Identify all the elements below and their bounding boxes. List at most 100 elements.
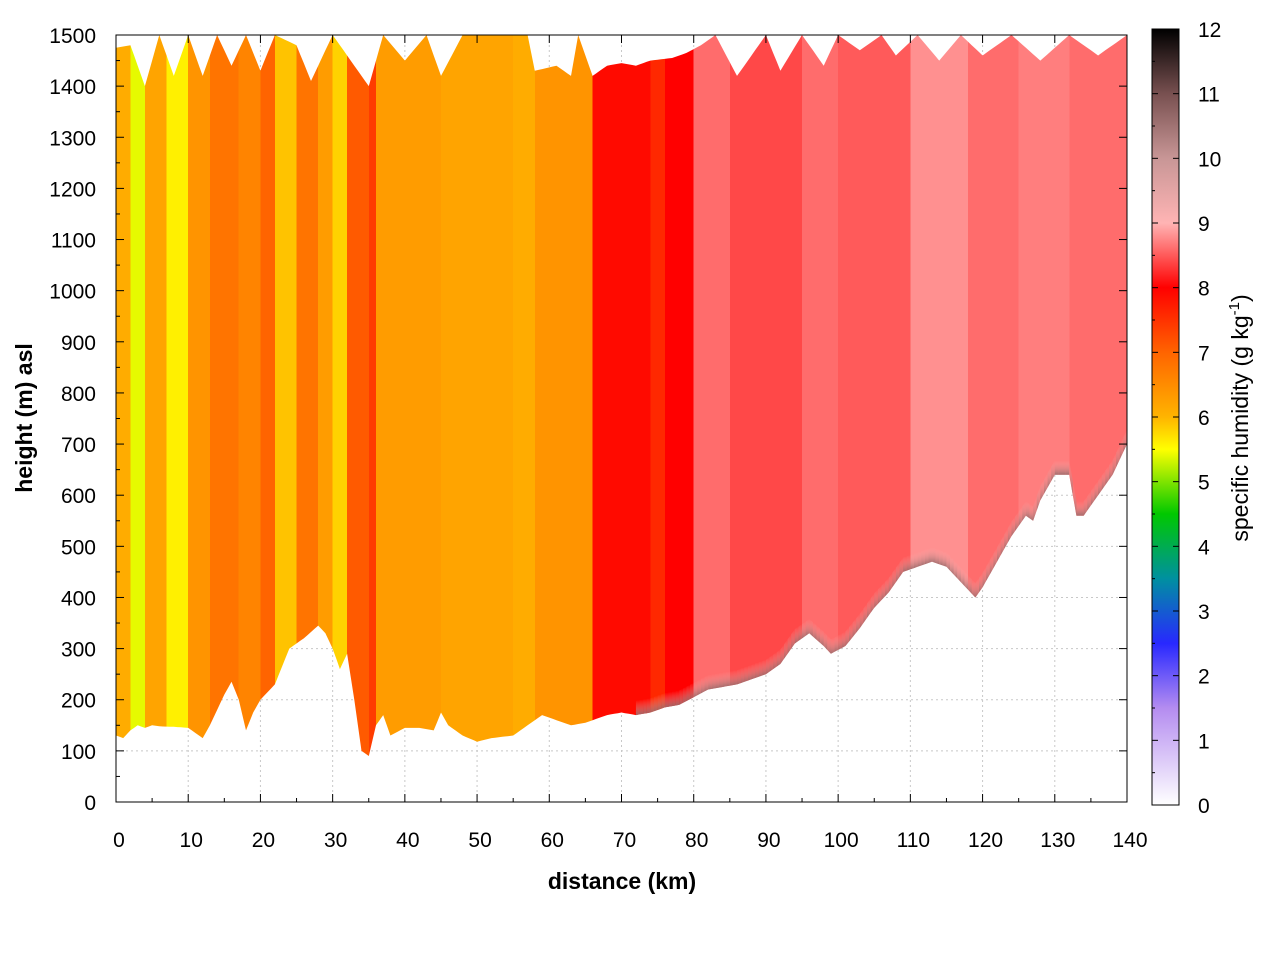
y-tick-label: 300 xyxy=(61,639,96,662)
y-tick-label: 1400 xyxy=(49,76,96,99)
near-ground-layer xyxy=(682,686,687,703)
near-ground-layer xyxy=(1101,470,1106,491)
colorbar-tick-label: 8 xyxy=(1198,278,1210,301)
near-ground-layer xyxy=(787,634,792,654)
near-ground-layer xyxy=(1112,452,1117,475)
near-ground-layer xyxy=(899,557,904,578)
near-ground-layer xyxy=(773,652,777,670)
near-ground-layer xyxy=(697,679,701,696)
near-ground-layer xyxy=(895,562,900,583)
near-ground-layer xyxy=(1123,429,1127,452)
x-tick-label: 100 xyxy=(824,829,859,852)
near-ground-layer xyxy=(653,695,658,712)
colorbar-tick-label: 12 xyxy=(1198,19,1221,42)
near-ground-layer xyxy=(1007,521,1012,543)
near-ground-layer xyxy=(791,629,795,649)
x-tick-label: 30 xyxy=(324,829,347,852)
x-tick-label: 130 xyxy=(1040,829,1075,852)
near-ground-layer xyxy=(664,692,669,708)
near-ground-layer xyxy=(1105,465,1109,485)
y-tick-label: 1200 xyxy=(49,178,96,201)
near-ground-layer xyxy=(1040,479,1044,501)
near-ground-layer xyxy=(906,555,911,571)
near-ground-layer xyxy=(816,625,821,643)
near-ground-layer xyxy=(971,579,976,598)
y-tick-label: 500 xyxy=(61,536,96,559)
near-ground-layer xyxy=(639,699,644,715)
near-ground-layer xyxy=(1090,485,1095,506)
near-ground-layer xyxy=(964,571,969,590)
near-ground-layer xyxy=(765,657,770,675)
near-ground-layer xyxy=(841,631,846,648)
colorbar-tick-label: 10 xyxy=(1198,148,1221,171)
near-ground-layer xyxy=(957,563,961,583)
near-ground-layer xyxy=(1051,460,1055,482)
near-ground-layer xyxy=(823,631,828,650)
y-tick-label: 900 xyxy=(61,332,96,355)
near-ground-layer xyxy=(1000,534,1005,556)
colorbar-tick-label: 11 xyxy=(1198,84,1220,107)
near-ground-layer xyxy=(1080,501,1084,516)
y-tick-label: 1300 xyxy=(49,127,96,150)
near-ground-layer xyxy=(1011,516,1016,537)
near-ground-layer xyxy=(1119,437,1124,460)
near-ground-layer xyxy=(1062,460,1066,475)
y-tick-label: 0 xyxy=(84,792,96,815)
near-ground-layer xyxy=(989,553,994,575)
near-ground-layer xyxy=(913,552,918,569)
x-axis-ticks: 0 10 20 30 40 50 60 70 80 90 100 110 120 130 140 xyxy=(113,35,1148,852)
y-tick-label: 100 xyxy=(61,741,96,764)
near-ground-layer xyxy=(693,680,698,698)
x-tick-label: 90 xyxy=(757,829,780,852)
near-ground-layer xyxy=(1108,460,1113,480)
near-ground-layer xyxy=(679,688,683,705)
near-ground-layer xyxy=(928,547,933,563)
near-ground-layer xyxy=(1025,501,1030,519)
near-ground-layer xyxy=(910,553,914,570)
near-ground-layer xyxy=(932,547,936,563)
near-ground-layer xyxy=(935,548,940,565)
near-ground-layer xyxy=(942,551,947,567)
near-ground-layer xyxy=(661,693,665,709)
near-ground-layer xyxy=(975,578,979,598)
colorbar-tick-label: 0 xyxy=(1198,795,1210,818)
near-ground-layer xyxy=(722,671,727,687)
near-ground-layer xyxy=(762,659,766,676)
near-ground-layer xyxy=(1036,485,1041,511)
near-ground-layer xyxy=(1058,460,1063,475)
near-ground-layer xyxy=(715,673,719,689)
near-ground-layer xyxy=(863,603,868,624)
x-tick-label: 0 xyxy=(113,829,125,852)
near-ground-layer xyxy=(812,622,817,640)
near-ground-layer xyxy=(672,691,676,707)
near-ground-layer xyxy=(690,682,694,700)
near-ground-layer xyxy=(758,661,763,677)
x-tick-label: 60 xyxy=(541,829,564,852)
near-ground-layer xyxy=(704,675,709,692)
near-ground-layer xyxy=(838,633,842,650)
x-tick-label: 10 xyxy=(180,829,203,852)
near-ground-layer xyxy=(700,677,705,694)
near-ground-layer xyxy=(827,635,831,654)
near-ground-layer xyxy=(686,684,691,702)
x-tick-label: 120 xyxy=(968,829,1003,852)
near-ground-layer xyxy=(718,672,723,688)
humidity-field xyxy=(116,35,1127,756)
near-ground-layer xyxy=(755,662,759,679)
near-ground-layer xyxy=(1076,501,1081,516)
colorbar-tick-label: 9 xyxy=(1198,213,1210,236)
near-ground-layer xyxy=(740,667,745,684)
near-ground-layer xyxy=(982,566,987,588)
x-tick-label: 80 xyxy=(685,829,708,852)
near-ground-layer xyxy=(885,578,889,597)
near-ground-layer xyxy=(1004,528,1008,549)
near-ground-layer xyxy=(953,560,958,579)
y-tick-label: 200 xyxy=(61,690,96,713)
near-ground-layer xyxy=(968,575,972,594)
near-ground-layer xyxy=(870,593,875,613)
near-ground-layer xyxy=(1098,475,1102,496)
near-ground-layer xyxy=(830,637,835,654)
near-ground-layer xyxy=(903,556,907,572)
near-ground-layer xyxy=(877,585,882,604)
near-ground-layer xyxy=(1083,496,1088,516)
